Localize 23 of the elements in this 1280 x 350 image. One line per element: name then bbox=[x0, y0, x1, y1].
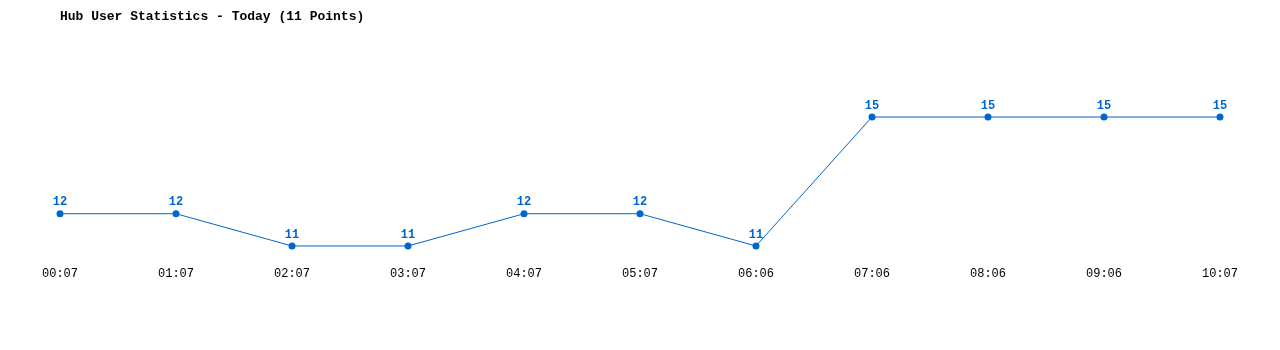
x-tick-label: 03:07 bbox=[389, 267, 427, 281]
data-label: 11 bbox=[748, 227, 764, 242]
x-tick-label: 00:07 bbox=[41, 267, 79, 281]
x-tick-label: 07:06 bbox=[853, 267, 891, 281]
data-label: 12 bbox=[168, 195, 184, 210]
data-label: 15 bbox=[1096, 98, 1112, 113]
chart-title: Hub User Statistics - Today (11 Points) bbox=[60, 8, 365, 24]
x-tick-label: 10:07 bbox=[1201, 267, 1239, 281]
data-label: 12 bbox=[52, 195, 68, 210]
x-tick-label: 08:06 bbox=[969, 267, 1007, 281]
x-tick-label: 06:06 bbox=[737, 267, 775, 281]
data-label: 11 bbox=[284, 227, 300, 242]
x-tick-label: 02:07 bbox=[273, 267, 311, 281]
x-tick-label: 05:07 bbox=[621, 267, 659, 281]
data-label: 12 bbox=[632, 195, 648, 210]
data-label: 15 bbox=[864, 98, 880, 113]
x-tick-label: 09:06 bbox=[1085, 267, 1123, 281]
x-tick-label: 04:07 bbox=[505, 267, 543, 281]
data-label: 12 bbox=[516, 195, 532, 210]
data-label: 15 bbox=[1212, 98, 1228, 113]
data-label: 15 bbox=[980, 98, 996, 113]
x-tick-label: 01:07 bbox=[157, 267, 195, 281]
data-label: 11 bbox=[400, 227, 416, 242]
